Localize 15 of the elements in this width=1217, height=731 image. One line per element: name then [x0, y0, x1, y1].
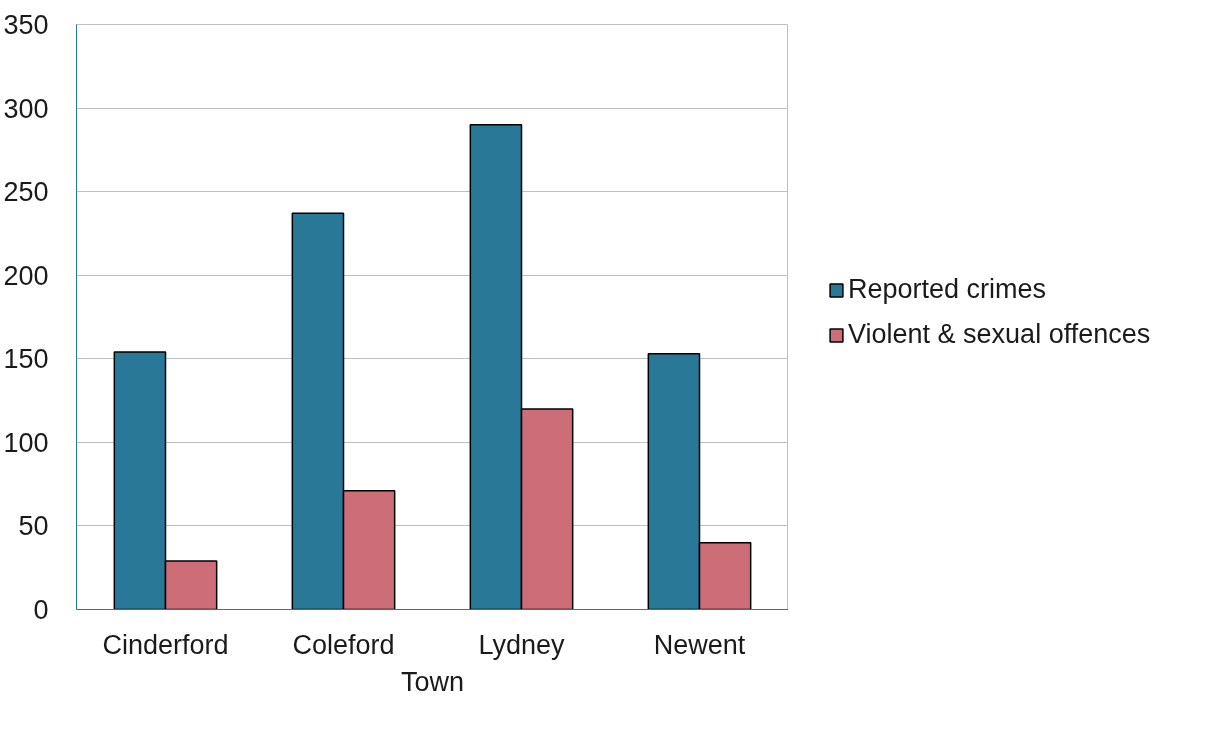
- y-tick-label: 150: [3, 344, 49, 375]
- x-tick-label: Newent: [653, 629, 746, 660]
- y-tick-label: 350: [3, 10, 49, 40]
- x-tick-label: Lydney: [478, 629, 566, 660]
- y-tick-label: 0: [33, 595, 49, 625]
- y-tick-label: 300: [3, 93, 49, 124]
- y-tick-label: 100: [3, 427, 49, 458]
- y-tick-label: 250: [3, 177, 49, 208]
- x-tick-label: Coleford: [292, 629, 395, 660]
- x-axis-title: Town: [400, 666, 465, 697]
- y-tick-label: 50: [18, 511, 49, 542]
- legend-label: Reported crimes: [848, 274, 1047, 305]
- x-tick-label: Cinderford: [102, 629, 229, 660]
- y-tick-label: 200: [3, 260, 49, 291]
- legend-label: Violent & sexual offences: [848, 319, 1151, 350]
